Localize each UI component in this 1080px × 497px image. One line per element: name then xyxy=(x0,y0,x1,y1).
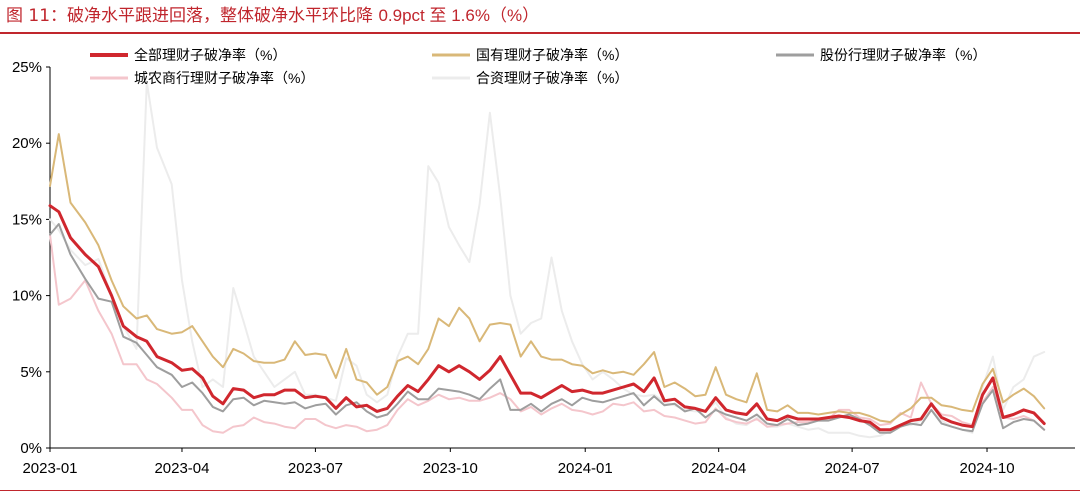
y-tick-label: 20% xyxy=(12,135,42,152)
x-tick-label: 2024-10 xyxy=(959,460,1014,477)
series-line-1 xyxy=(48,204,1046,432)
figure-title-prefix: 图 11： xyxy=(6,6,68,26)
bottom-rule xyxy=(0,490,1080,491)
figure-title-suffix: 0.9pct 至 1.6%（%） xyxy=(378,6,540,25)
legend-label-4: 城农商行理财子破净率（%） xyxy=(134,70,314,86)
x-tick-label: 2023-10 xyxy=(423,460,478,477)
x-tick-label: 2024-07 xyxy=(825,460,880,477)
x-tick-label: 2023-07 xyxy=(288,460,343,477)
figure-title-text: 破净水平跟进回落，整体破净水平环比降 xyxy=(67,6,374,26)
x-tick-label: 2024-01 xyxy=(558,460,613,477)
legend: 全部理财子破净率（%） 国有理财子破净率（%） 股份行理财子破净率（%） 城农商行理财… xyxy=(90,47,986,86)
y-tick-label: 0% xyxy=(20,440,42,457)
legend-label-2: 国有理财子破净率（%） xyxy=(476,47,628,63)
y-tick-label: 25% xyxy=(12,59,42,76)
y-tick-label: 10% xyxy=(12,288,42,305)
title-rule xyxy=(0,32,1080,34)
y-tick-label: 15% xyxy=(12,211,42,228)
series-group xyxy=(48,81,1046,439)
x-tick-label: 2023-04 xyxy=(154,460,209,477)
y-tick-label: 5% xyxy=(20,364,42,381)
x-tick-label: 2023-01 xyxy=(22,460,77,477)
series-line-2 xyxy=(49,133,1046,424)
legend-label-3: 股份行理财子破净率（%） xyxy=(820,47,986,63)
series-line-4 xyxy=(49,233,1046,434)
line-chart: 0% 5% 10% 15% 20% 25% 2023-01 2023-04 2023-07 202… xyxy=(12,47,1075,477)
legend-label-5: 合资理财子破净率（%） xyxy=(476,70,628,86)
figure-title: 图 11：破净水平跟进回落，整体破净水平环比降 0.9pct 至 1.6%（%） xyxy=(6,2,539,30)
axes: 0% 5% 10% 15% 20% 25% 2023-01 2023-04 2023-07 202… xyxy=(12,59,1075,477)
x-tick-label: 2024-04 xyxy=(691,460,746,477)
series-line-3 xyxy=(49,223,1046,434)
legend-label-1: 全部理财子破净率（%） xyxy=(134,47,286,63)
series-line-5 xyxy=(49,81,1046,439)
